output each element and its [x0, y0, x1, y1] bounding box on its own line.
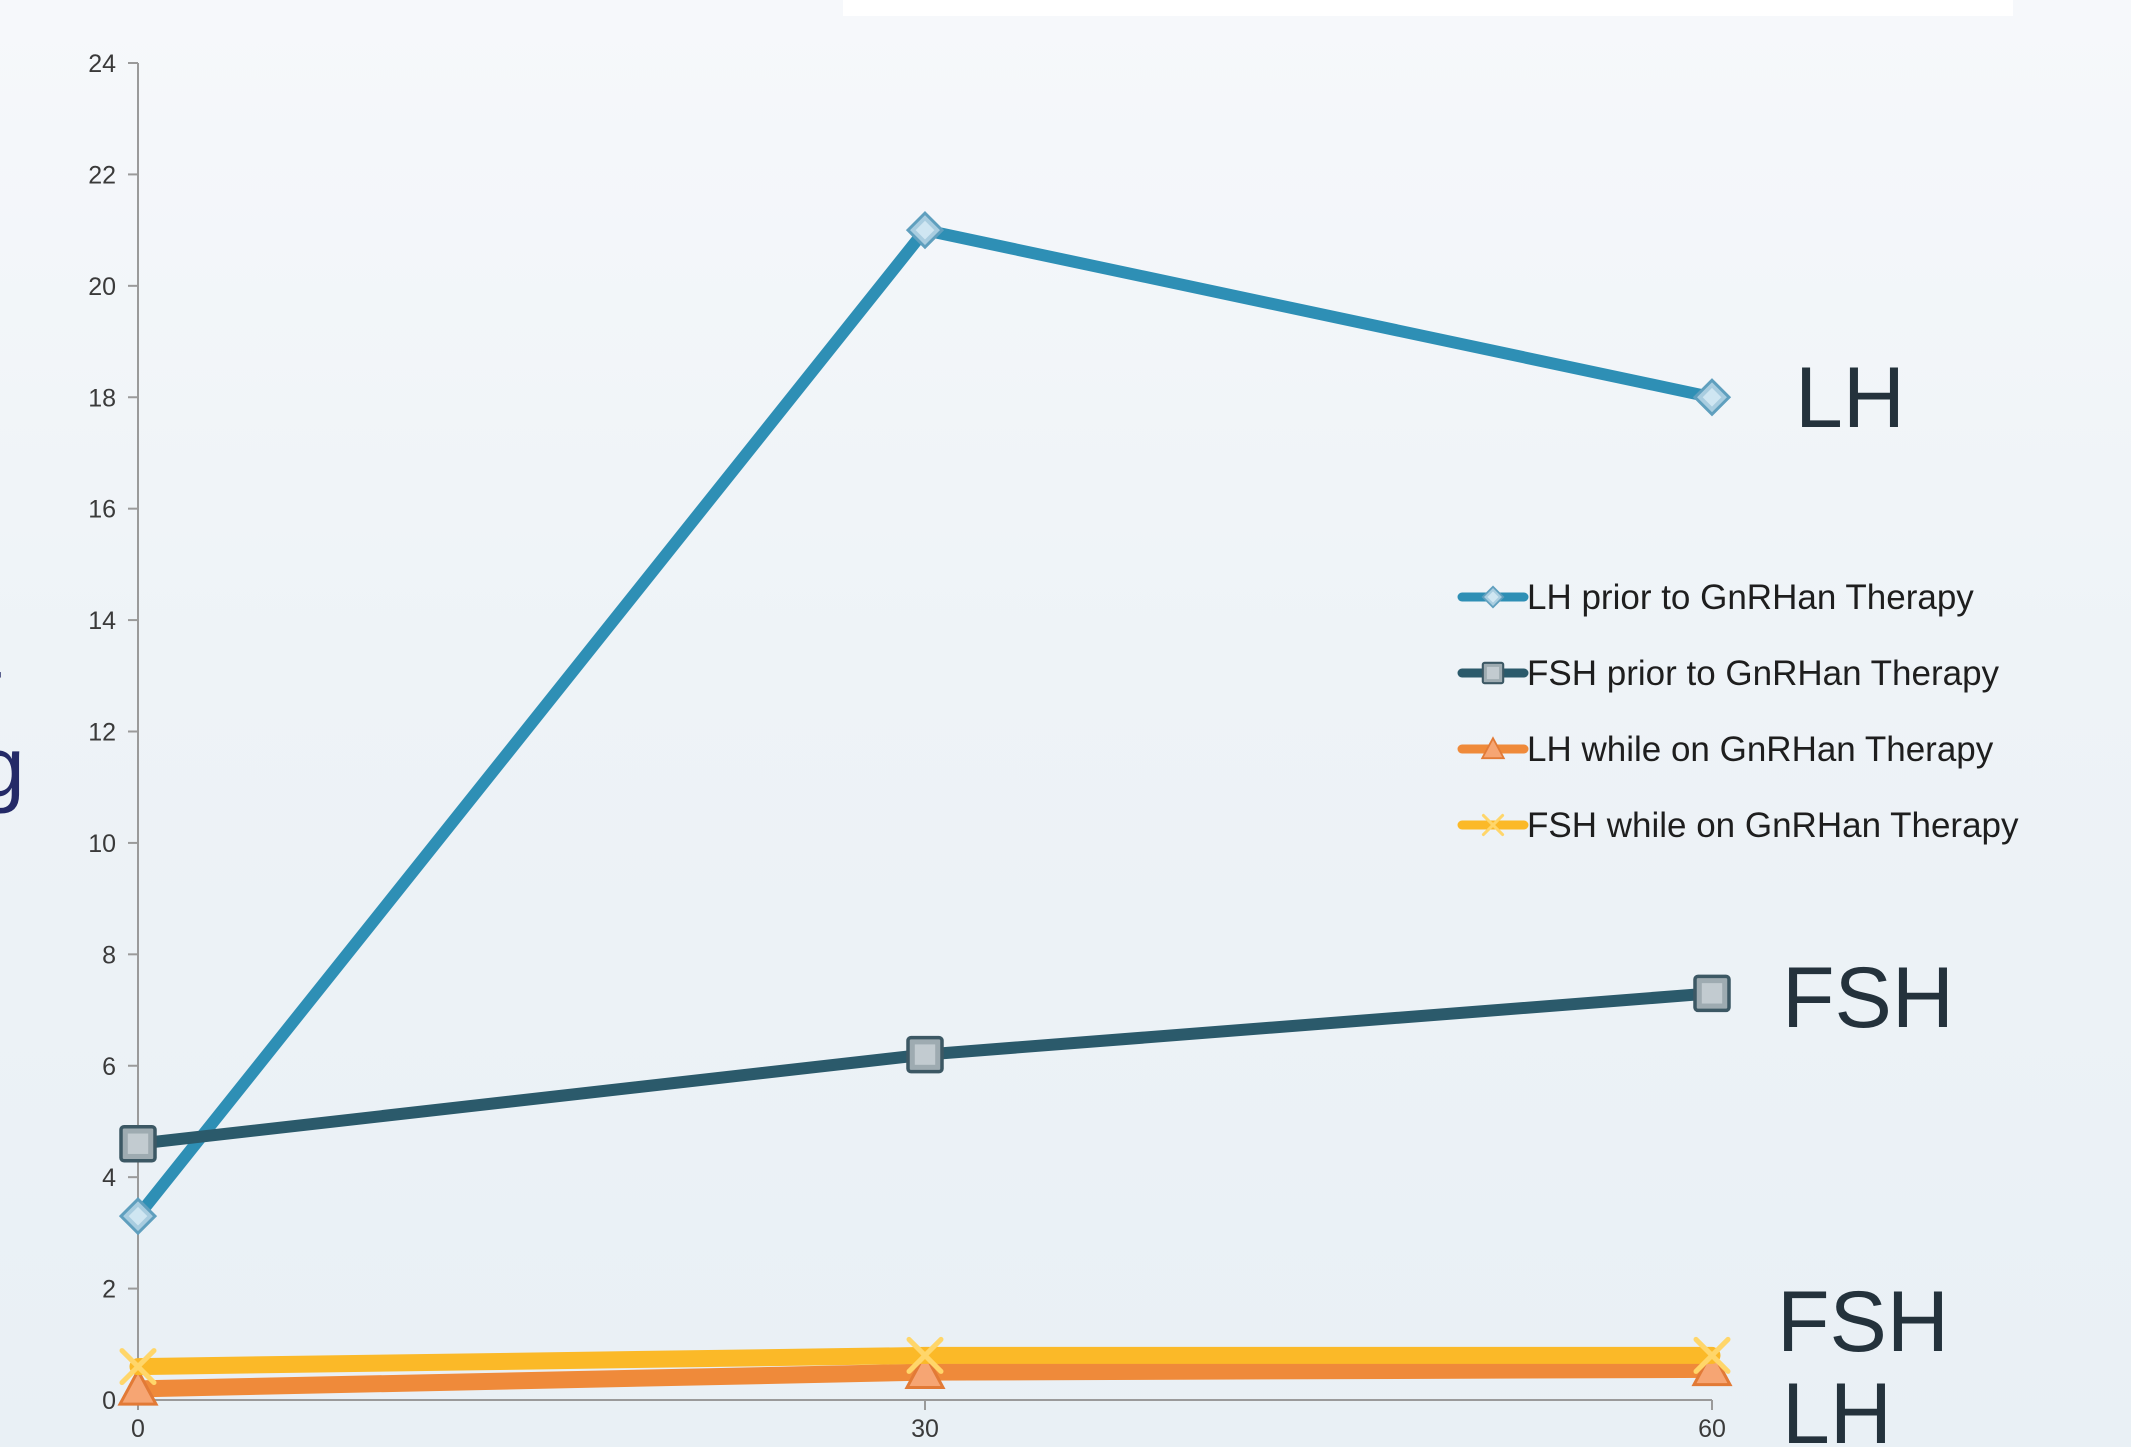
y-tick-label: 6 [102, 1053, 116, 1081]
data-point-marker [906, 1035, 944, 1074]
chart-legend: LH prior to GnRHan Therapy FSH prior to G… [1457, 578, 2019, 845]
top-white-strip [843, 0, 2013, 16]
annotation-label: FSH [1782, 950, 1954, 1046]
data-point-marker [1693, 1336, 1731, 1374]
diamond-marker-highlight [1702, 387, 1722, 407]
data-point-marker [119, 1124, 157, 1163]
y-tick-label: 12 [88, 719, 116, 747]
data-point-marker [905, 211, 945, 250]
legend-entry: LH prior to GnRHan Therapy [1457, 578, 1974, 617]
x-marker-stroke-2 [119, 1348, 157, 1386]
x-tick-label: 60 [1698, 1415, 1726, 1443]
legend-swatch-marker [1480, 736, 1506, 760]
y-tick-label: 10 [88, 830, 116, 858]
legend-swatch-marker [1481, 813, 1505, 837]
y-tick-label: 24 [88, 50, 116, 78]
legend-entry: FSH prior to GnRHan Therapy [1457, 654, 2000, 693]
series-1 [119, 974, 1731, 1163]
legend-swatch-marker [1481, 661, 1505, 685]
legend-entry: FSH while on GnRHan Therapy [1457, 806, 2019, 845]
data-point-marker [1693, 974, 1731, 1013]
x-tick-label: 30 [911, 1415, 939, 1443]
square-marker-highlight [127, 1133, 149, 1154]
series-layer [117, 211, 1733, 1406]
series-3 [119, 1336, 1731, 1386]
y-tick-label: 2 [102, 1276, 116, 1304]
slide-text-line-1: t [0, 590, 18, 708]
x-marker-stroke-2 [1481, 813, 1505, 837]
x-tick-label: 0 [131, 1415, 145, 1443]
data-point-marker [904, 1350, 946, 1389]
series-2 [117, 1348, 1733, 1406]
annotation-label: LH [1795, 350, 1905, 446]
data-point-marker [1691, 1348, 1733, 1387]
diamond-marker-highlight [128, 1206, 148, 1226]
square-marker-highlight [914, 1044, 936, 1065]
y-tick-label: 0 [102, 1387, 116, 1415]
legend-entry: LH while on GnRHan Therapy [1457, 730, 1994, 769]
data-point-marker [906, 1336, 944, 1374]
legend-swatch-marker [1481, 585, 1505, 609]
data-point-marker [1692, 378, 1732, 417]
data-point-marker [117, 1367, 159, 1406]
series-0 [118, 211, 1732, 1236]
annotation-label: FSH [1777, 1274, 1949, 1370]
square-marker-highlight [1486, 666, 1500, 680]
y-tick-label: 20 [88, 273, 116, 301]
y-tick-label: 18 [88, 384, 116, 412]
y-tick-label: 14 [88, 607, 116, 635]
data-point-marker [119, 1348, 157, 1386]
x-marker-stroke-2 [906, 1336, 944, 1374]
y-tick-label: 16 [88, 496, 116, 524]
diamond-marker-highlight [1487, 591, 1499, 603]
legend-label: LH prior to GnRHan Therapy [1527, 578, 1974, 617]
x-marker-stroke-2 [1693, 1336, 1731, 1374]
annotation-label: LH [1782, 1366, 1892, 1447]
diamond-marker-highlight [915, 220, 935, 240]
legend-label: FSH while on GnRHan Therapy [1527, 806, 2019, 845]
slide-text-fragment: t g [0, 590, 40, 826]
legend-label: LH while on GnRHan Therapy [1527, 730, 1994, 769]
y-tick-label: 4 [102, 1164, 116, 1192]
legend-label: FSH prior to GnRHan Therapy [1527, 654, 2000, 693]
y-tick-label: 22 [88, 161, 116, 189]
data-point-marker [118, 1197, 158, 1236]
square-marker-highlight [1701, 983, 1723, 1004]
y-tick-label: 8 [102, 941, 116, 969]
